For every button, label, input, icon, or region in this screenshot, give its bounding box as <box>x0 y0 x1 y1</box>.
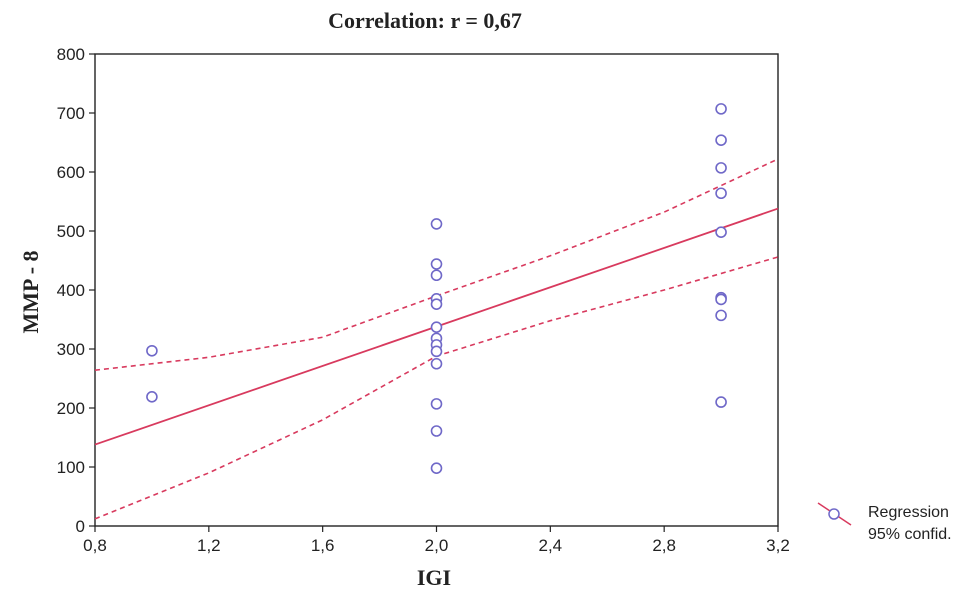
y-tick-label: 400 <box>57 281 85 300</box>
legend-regression-label: Regression <box>868 504 949 521</box>
legend-confidence-label: 95% confid. <box>868 526 952 543</box>
y-axis-title: MMP - 8 <box>18 250 43 333</box>
x-tick-label: 1,6 <box>311 536 335 555</box>
x-tick-label: 1,2 <box>197 536 221 555</box>
data-point <box>716 227 726 237</box>
data-point <box>716 163 726 173</box>
x-tick-label: 2,0 <box>425 536 449 555</box>
x-tick-label: 3,2 <box>766 536 790 555</box>
y-tick-label: 800 <box>57 45 85 64</box>
chart-title: Correlation: r = 0,67 <box>328 8 522 33</box>
data-point <box>147 346 157 356</box>
data-point <box>147 392 157 402</box>
data-point <box>432 426 442 436</box>
data-point <box>716 188 726 198</box>
data-points <box>147 104 726 473</box>
y-tick-label: 500 <box>57 222 85 241</box>
data-point <box>432 322 442 332</box>
y-tick-label: 0 <box>76 517 85 536</box>
data-point <box>432 219 442 229</box>
data-point <box>432 359 442 369</box>
y-tick-label: 600 <box>57 163 85 182</box>
data-point <box>432 270 442 280</box>
plot-border <box>95 54 778 526</box>
x-axis-ticks: 0,8 1,2 1,6 2,0 2,4 2,8 3,2 <box>83 526 790 555</box>
data-point <box>432 299 442 309</box>
y-tick-label: 700 <box>57 104 85 123</box>
legend-point-marker <box>829 509 839 519</box>
x-axis-title: IGI <box>417 565 451 590</box>
y-tick-label: 300 <box>57 340 85 359</box>
data-point <box>716 135 726 145</box>
x-tick-label: 0,8 <box>83 536 107 555</box>
data-point <box>716 294 726 304</box>
data-point <box>432 346 442 356</box>
data-point <box>432 259 442 269</box>
legend: Regression 95% confid. <box>818 503 952 543</box>
y-tick-label: 200 <box>57 399 85 418</box>
data-point <box>716 310 726 320</box>
data-point <box>432 399 442 409</box>
x-tick-label: 2,8 <box>652 536 676 555</box>
y-axis-ticks: 0 100 200 300 400 500 600 700 800 <box>57 45 95 536</box>
data-point <box>432 463 442 473</box>
y-tick-label: 100 <box>57 458 85 477</box>
x-tick-label: 2,4 <box>539 536 563 555</box>
plot-area <box>95 54 778 526</box>
data-point <box>716 397 726 407</box>
data-point <box>716 104 726 114</box>
